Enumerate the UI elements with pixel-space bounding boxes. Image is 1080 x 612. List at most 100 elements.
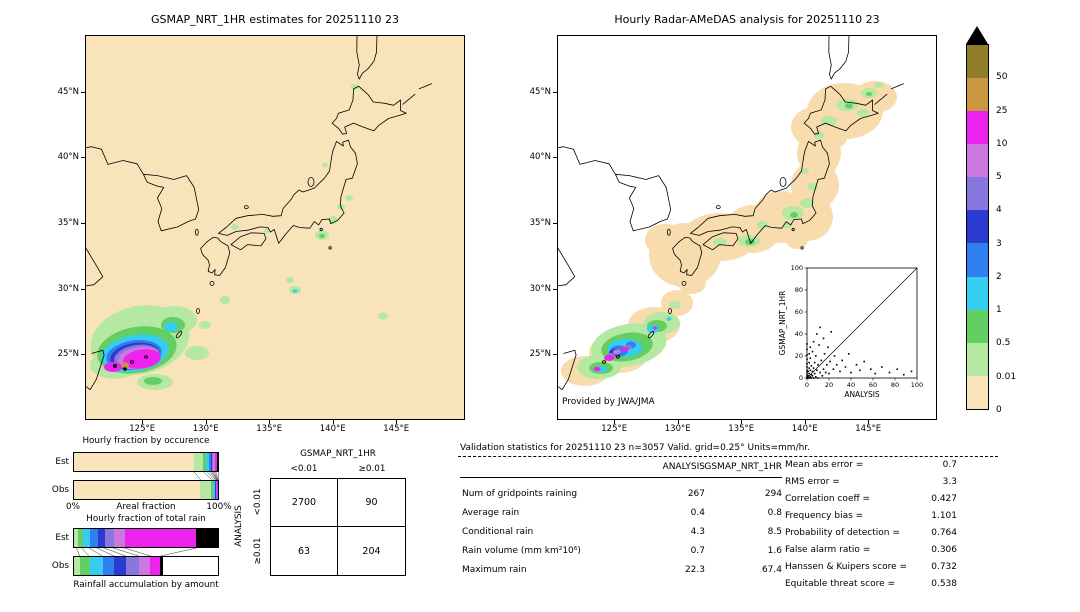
areal-fraction-0: 0% xyxy=(66,502,80,512)
bar-segment-orchid xyxy=(213,453,215,471)
stat-label: Mean abs error = xyxy=(785,460,864,470)
bar-segment-cyan xyxy=(206,453,210,471)
svg-text:0: 0 xyxy=(799,374,803,382)
stat-value: 0.732 xyxy=(931,562,957,572)
validation-value: 4.3 xyxy=(690,527,705,537)
colorbar-label: 0.01 xyxy=(996,371,1017,382)
bar-segment-magenta xyxy=(125,529,196,547)
left-map-y-ticklabel: 45°N xyxy=(57,86,79,97)
left-map-x-tick xyxy=(269,420,271,424)
bar-segment-green xyxy=(77,529,83,547)
colorbar-overflow-triangle xyxy=(966,26,988,44)
right-map-x-tick xyxy=(741,420,743,424)
colorbar-band xyxy=(967,243,988,277)
bar-segment-black xyxy=(195,529,218,547)
colorbar-band xyxy=(967,309,988,343)
stat-line: RMS error = 3.3 xyxy=(785,477,957,487)
bar-segment-black xyxy=(217,453,218,471)
occurrence-est-bar xyxy=(73,452,219,472)
colorbar-label: 25 xyxy=(996,105,1008,116)
right-map-y-tick xyxy=(553,157,557,159)
stat-line: False alarm ratio = 0.306 xyxy=(785,545,957,555)
bar-segment-green xyxy=(210,481,214,499)
right-map-frame xyxy=(557,35,937,420)
contingency-col-label-1: ≥0.01 xyxy=(358,464,386,474)
left-map xyxy=(85,35,465,420)
svg-text:0: 0 xyxy=(805,381,809,389)
right-map-y-tick xyxy=(553,288,557,290)
gsmap-precip-blobs xyxy=(90,84,388,390)
svg-text:100: 100 xyxy=(791,264,803,272)
bar-segment-ltgreen xyxy=(200,481,211,499)
bar-segment-ltgreen xyxy=(193,453,203,471)
svg-text:100: 100 xyxy=(911,381,923,389)
colorbar-label: 0 xyxy=(996,405,1002,415)
occurrence-obs-bar xyxy=(73,480,219,500)
stat-line: Mean abs error = 0.7 xyxy=(785,460,957,470)
dashed-divider xyxy=(458,456,998,457)
right-map: 00 20 20 40 40 60 60 80 80 100 100 ANALYSIS GSMAP_NR… xyxy=(557,35,937,420)
left-map-y-ticklabel: 25°N xyxy=(57,349,79,360)
contingency-row-label-0: <0.01 xyxy=(253,488,263,516)
contingency-cell: 90 xyxy=(338,479,405,527)
svg-text:20: 20 xyxy=(795,352,803,360)
left-map-x-tick xyxy=(396,420,398,424)
contingency-cell: 204 xyxy=(362,545,381,557)
colorbar-label: 5 xyxy=(996,172,1002,183)
colorbar: 50 25 10 5 4 3 2 1 0.5 0.01 0 xyxy=(966,26,1076,426)
colorbar-band xyxy=(967,276,988,310)
validation-row-label: Conditional rain xyxy=(462,527,534,537)
right-map-y-tick xyxy=(553,222,557,224)
bar-segment-orchid xyxy=(138,557,151,575)
left-map-x-tick xyxy=(332,420,334,424)
stat-value: 1.101 xyxy=(931,511,957,521)
validation-value: 0.8 xyxy=(767,508,782,518)
areal-fraction-100: 100% xyxy=(206,502,232,512)
right-map-x-tick xyxy=(804,420,806,424)
left-map-y-ticklabel: 40°N xyxy=(57,152,79,163)
stat-label: Probability of detection = xyxy=(785,528,900,538)
left-map-title: GSMAP_NRT_1HR estimates for 20251110 23 xyxy=(150,13,400,26)
right-map-y-ticklabel: 45°N xyxy=(529,86,551,97)
stat-value: 0.427 xyxy=(931,494,957,504)
colorbar-band xyxy=(967,177,988,211)
bar-segment-cyan xyxy=(82,529,90,547)
left-map-x-ticklabel: 135°E xyxy=(256,424,283,434)
stat-line: Hanssen & Kuipers score = 0.732 xyxy=(785,562,957,572)
bar-segment-blue xyxy=(209,453,211,471)
colorbar-band xyxy=(967,111,988,145)
colorbar-label: 50 xyxy=(996,72,1008,83)
bar-segment-green xyxy=(80,557,90,575)
validation-row-label: Maximum rain xyxy=(462,565,527,575)
validation-row-label: Average rain xyxy=(462,508,520,518)
colorbar-band xyxy=(967,210,988,244)
bar-segment-orchid xyxy=(216,481,218,499)
validation-title: Validation statistics for 20251110 23 n=… xyxy=(460,443,811,453)
obs-label: Obs xyxy=(51,561,69,571)
colorbar-band xyxy=(967,342,988,376)
left-map-x-tick xyxy=(142,420,144,424)
est-label: Est xyxy=(55,457,69,467)
bar-segment-purple xyxy=(125,557,139,575)
right-map-x-tick xyxy=(868,420,870,424)
stat-label: Equitable threat score = xyxy=(785,579,896,589)
colorbar-band xyxy=(967,144,988,178)
validation-value: 22.3 xyxy=(684,565,705,575)
accumulation-footer: Rainfall accumulation by amount xyxy=(73,580,219,590)
stat-line: Correlation coe​ff = 0.427 xyxy=(785,494,957,504)
colorbar-band xyxy=(967,45,988,79)
coastline xyxy=(557,35,904,391)
svg-text:40: 40 xyxy=(847,381,855,389)
contingency-col-title: GSMAP_NRT_1HR xyxy=(300,449,376,459)
validation-row-label: Num of gridpoints raining xyxy=(462,489,578,499)
totalrain-connectors xyxy=(76,548,197,556)
colorbar-label: 2 xyxy=(996,271,1002,282)
left-map-x-ticklabel: 140°E xyxy=(319,424,346,434)
inset-scatter-plot: 00 20 20 40 40 60 60 80 80 100 100 ANALYSIS GSMAP_NR… xyxy=(778,264,923,399)
bar-segment-cyan xyxy=(213,481,215,499)
left-map-x-tick xyxy=(205,420,207,424)
colorbar-label: 4 xyxy=(996,205,1002,216)
right-map-y-ticklabel: 35°N xyxy=(529,217,551,228)
coastline xyxy=(85,35,432,391)
